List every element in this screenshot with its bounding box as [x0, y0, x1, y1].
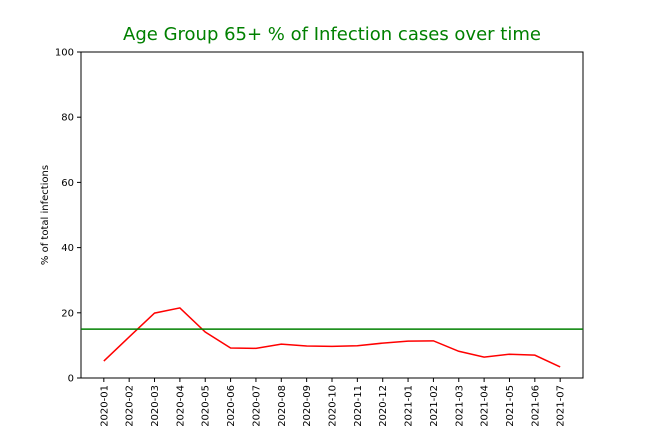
x-tick-label: 2021-05: [505, 385, 516, 427]
y-tick-label: 80: [61, 113, 74, 124]
x-tick-label: 2021-01: [404, 385, 415, 427]
x-tick-label: 2020-04: [175, 385, 186, 427]
x-tick-label: 2020-01: [99, 385, 110, 427]
y-axis-label: % of total infections: [40, 165, 51, 265]
y-tick-label: 40: [61, 243, 74, 254]
x-tick-label: 2021-07: [556, 385, 567, 427]
x-tick-label: 2020-02: [125, 385, 136, 427]
x-tick-label: 2020-12: [378, 385, 389, 427]
y-tick-label: 0: [68, 374, 74, 385]
x-tick-label: 2020-09: [302, 385, 313, 427]
x-tick-label: 2020-06: [226, 385, 237, 427]
y-tick-label: 20: [61, 308, 74, 319]
x-tick-label: 2021-06: [530, 385, 541, 427]
x-tick-label: 2021-02: [429, 385, 440, 427]
x-tick-label: 2020-11: [353, 385, 364, 427]
x-tick-label: 2020-05: [201, 385, 212, 427]
x-tick-label: 2020-08: [277, 385, 288, 427]
chart-title: Age Group 65+ % of Infection cases over …: [123, 24, 541, 45]
y-tick-label: 60: [61, 178, 74, 189]
x-tick-label: 2021-04: [480, 385, 491, 427]
x-tick-label: 2020-03: [150, 385, 161, 427]
x-tick-label: 2020-07: [251, 385, 262, 427]
x-tick-label: 2020-10: [328, 385, 339, 427]
y-tick-label: 100: [55, 48, 74, 59]
data-line: [103, 307, 561, 368]
x-tick-label: 2021-03: [454, 385, 465, 427]
